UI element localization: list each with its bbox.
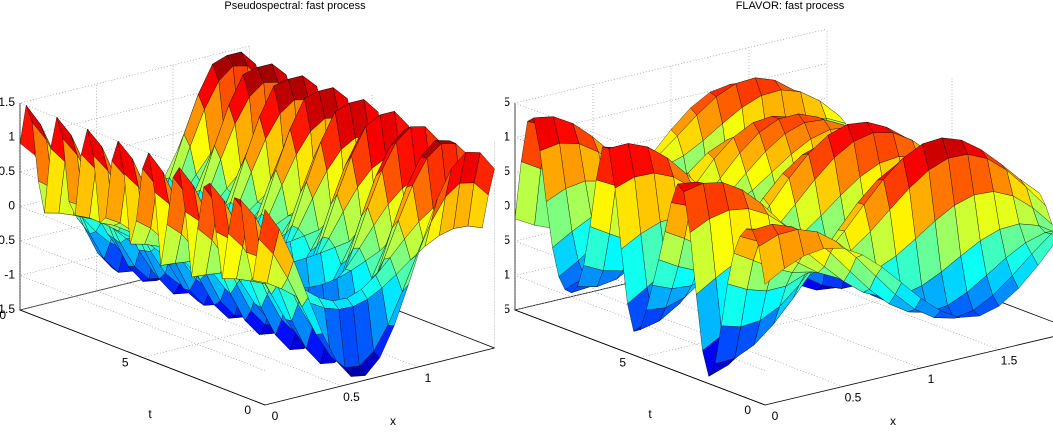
surface-patch <box>758 234 785 285</box>
z-tick-label: 0.5 <box>0 164 15 178</box>
z-tick-label: -0.5 <box>505 233 510 247</box>
z-tick-label: 0 <box>8 199 15 213</box>
x-tick-label: 1 <box>425 371 432 385</box>
z-tick-label: 1 <box>8 130 15 144</box>
x-tick-label: 1.5 <box>1001 354 1018 368</box>
grid-line <box>19 46 250 311</box>
y-tick-label: 5 <box>619 356 626 370</box>
chart-title: FLAVOR: fast process <box>736 0 845 12</box>
chart-title: Pseudospectral: fast process <box>224 0 366 12</box>
z-tick-label: 0.5 <box>505 164 510 178</box>
axis-box <box>514 309 1053 406</box>
x-tick-label: 0.5 <box>845 391 862 405</box>
panel: Pseudospectral: fast process -1.5 -1 -0.5 0 0… <box>0 0 495 428</box>
z-tick-label: 0 <box>505 199 510 213</box>
x-tick-label: 0 <box>272 409 279 423</box>
z-tick-label: -0.5 <box>0 233 15 247</box>
y-tick-label: 5 <box>122 356 129 370</box>
x-tick-label: 1 <box>928 372 935 386</box>
surface-patch <box>258 208 280 255</box>
z-tick-label: 1.5 <box>0 95 15 109</box>
z-tick-label: -1 <box>4 268 15 282</box>
grid-line <box>513 63 828 233</box>
grid-line <box>513 132 828 302</box>
z-tick-label: -1 <box>505 268 510 282</box>
z-tick-label: -1.5 <box>0 302 15 316</box>
axis-box <box>19 309 495 406</box>
x-axis-label: x <box>890 414 896 428</box>
grid-line <box>513 201 828 371</box>
y-tick-label: 0 <box>744 403 751 417</box>
grid-line <box>142 93 373 358</box>
z-tick-label: 1 <box>505 130 510 144</box>
x-axis-label: x <box>390 414 396 428</box>
panel: FLAVOR: fast process -1.5 -1 -0.5 0 0.5 1 1.5 0 5… <box>505 0 1053 428</box>
z-tick-label: 1.5 <box>505 95 510 109</box>
y-axis-label: t <box>648 407 652 421</box>
y-axis-label: t <box>148 407 152 421</box>
z-tick-label: -1.5 <box>505 302 510 316</box>
y-tick-label: 0 <box>244 403 251 417</box>
x-tick-label: 0.5 <box>343 390 360 404</box>
grid-line <box>96 84 342 387</box>
x-tick-label: 0 <box>772 409 779 423</box>
y-tick-label: 10 <box>0 308 6 322</box>
